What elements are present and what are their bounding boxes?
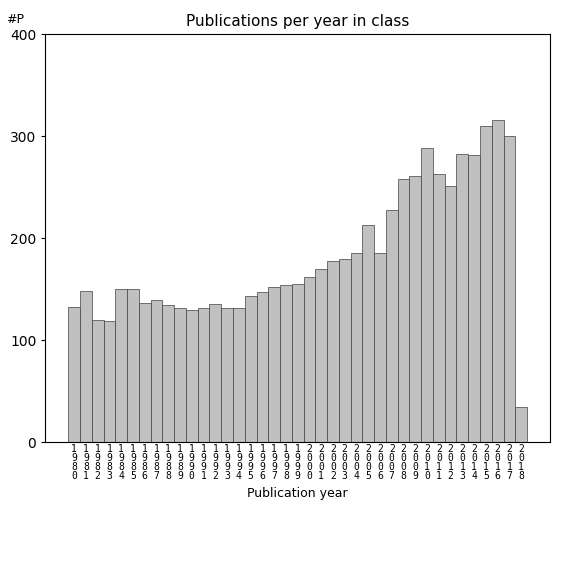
Bar — [409, 176, 421, 442]
Bar — [503, 136, 515, 442]
Bar — [327, 261, 339, 442]
Title: Publications per year in class: Publications per year in class — [186, 14, 409, 29]
Bar — [480, 126, 492, 442]
Bar — [115, 289, 127, 442]
Bar — [268, 287, 280, 442]
Bar — [515, 407, 527, 442]
Bar — [386, 210, 397, 442]
Bar — [292, 284, 303, 442]
Bar — [127, 289, 139, 442]
Bar — [174, 307, 186, 442]
Bar — [221, 307, 233, 442]
Bar — [433, 174, 445, 442]
Bar — [492, 120, 503, 442]
Bar — [456, 154, 468, 442]
Bar — [280, 285, 292, 442]
Bar — [315, 269, 327, 442]
Bar — [209, 304, 221, 442]
Bar — [421, 149, 433, 442]
Bar — [68, 307, 80, 442]
Bar — [139, 303, 151, 442]
Bar — [374, 253, 386, 442]
Bar — [445, 186, 456, 442]
Bar — [397, 179, 409, 442]
Bar — [92, 320, 104, 442]
Bar — [468, 155, 480, 442]
Bar — [362, 225, 374, 442]
X-axis label: Publication year: Publication year — [247, 487, 348, 500]
Bar — [245, 297, 256, 442]
Bar — [186, 310, 198, 442]
Bar — [256, 292, 268, 442]
Bar — [350, 253, 362, 442]
Bar — [198, 307, 209, 442]
Bar — [104, 321, 115, 442]
Bar — [339, 259, 350, 442]
Bar — [233, 307, 245, 442]
Bar — [151, 301, 162, 442]
Bar — [80, 291, 92, 442]
Bar — [162, 306, 174, 442]
Bar — [303, 277, 315, 442]
Y-axis label: #P: #P — [6, 13, 24, 26]
